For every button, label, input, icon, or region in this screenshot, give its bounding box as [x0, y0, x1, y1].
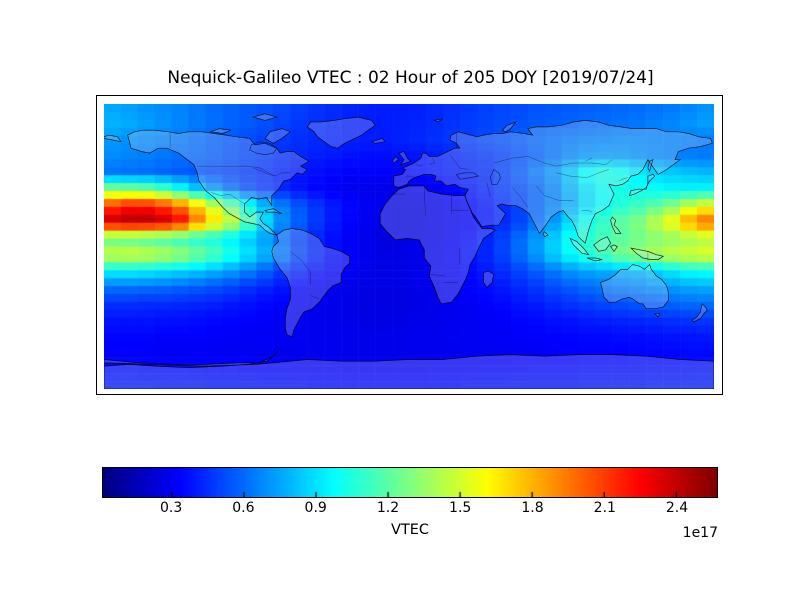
landmass-outline	[209, 128, 232, 134]
country-border	[556, 169, 609, 178]
colorbar-tick-label: 1.2	[376, 500, 400, 516]
country-border	[429, 274, 445, 277]
country-border	[449, 154, 469, 170]
vtec-heatmap-canvas	[104, 104, 714, 389]
country-border	[310, 295, 320, 300]
country-border	[512, 187, 528, 208]
colorbar-gradient-canvas	[103, 468, 717, 497]
landmass-outline	[264, 208, 283, 215]
plot-title: Nequick-Galileo VTEC : 02 Hour of 205 DO…	[167, 68, 654, 88]
landmass-outline	[379, 185, 497, 305]
colorbar-axis-label: VTEC	[390, 522, 430, 538]
country-border	[424, 185, 427, 216]
lake-outline	[249, 141, 278, 156]
landmass-outline	[586, 257, 603, 262]
landmass-outline	[398, 151, 412, 166]
colorbar-tick-labels: 0.3 0.6 0.9 1.2 1.5 1.8 2.1 2.4	[102, 500, 718, 520]
landmass-outline	[104, 347, 714, 389]
country-border	[253, 167, 276, 177]
country-border	[210, 192, 245, 205]
landmass-outline	[306, 116, 376, 149]
lake-outline	[455, 172, 480, 180]
landmass-outline	[569, 237, 590, 256]
landmass-outline	[483, 270, 495, 288]
landmass-outline	[628, 173, 656, 197]
landmass-outline	[127, 129, 310, 236]
colorbar-scale-label: 1e17	[682, 525, 718, 541]
landmass-outline	[653, 313, 661, 318]
landmass-outline	[593, 236, 612, 252]
colorbar-tick-label: 1.8	[521, 500, 544, 516]
country-border	[493, 156, 557, 167]
landmass-outline	[251, 113, 279, 121]
landmass-outline	[104, 134, 122, 143]
country-border	[535, 185, 574, 201]
colorbar-tick-label: 2.1	[593, 500, 616, 516]
landmass-outline	[391, 155, 400, 164]
country-border	[581, 210, 593, 213]
landmass-outline	[264, 128, 292, 144]
landmass-outline	[600, 263, 669, 310]
colorbar	[102, 467, 718, 498]
landmass-outline	[433, 118, 444, 123]
country-border	[618, 177, 628, 182]
colorbar-tick-label: 0.3	[159, 500, 183, 516]
vtec-map	[104, 104, 714, 389]
landmass-outline	[393, 120, 713, 244]
lake-outline	[489, 169, 501, 185]
landmass-outline	[610, 244, 618, 253]
landmass-outline	[542, 231, 549, 238]
country-border	[415, 164, 423, 167]
country-border	[486, 182, 491, 198]
country-border	[197, 165, 291, 177]
country-border	[290, 251, 311, 285]
country-border	[585, 157, 593, 162]
country-border	[429, 158, 435, 165]
country-border	[556, 159, 613, 167]
colorbar-tick-label: 2.4	[665, 500, 689, 516]
colorbar-tick-label: 0.6	[232, 500, 255, 516]
landmass-outline	[370, 138, 387, 144]
landmass-outline	[501, 121, 517, 133]
landmass-outline	[629, 247, 665, 260]
landmass-outline	[610, 216, 622, 234]
coastlines-overlay	[104, 113, 714, 389]
colorbar-tick-label: 0.9	[304, 500, 327, 516]
landmass-outline	[691, 303, 708, 323]
landmass-outline	[647, 159, 654, 173]
colorbar-tick-label: 1.5	[449, 500, 472, 516]
